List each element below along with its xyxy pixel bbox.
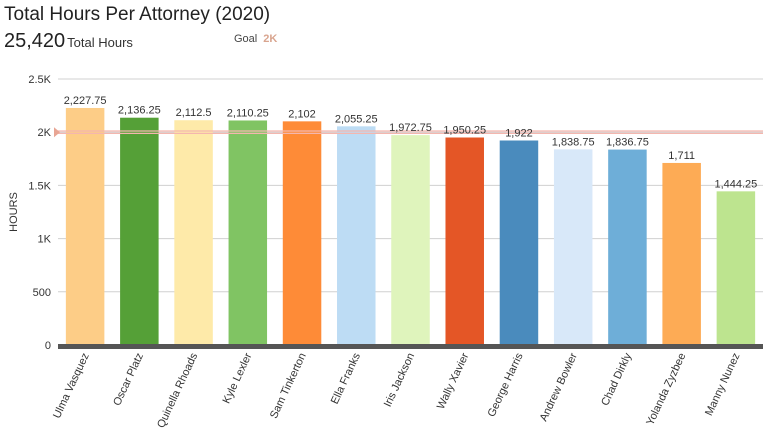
- chart-title: Total Hours Per Attorney (2020): [4, 4, 271, 25]
- bar-value-label: 1,836.75: [606, 137, 649, 149]
- bar-value-label: 2,136.25: [118, 105, 161, 117]
- goal-indicator: Goal 2K: [234, 33, 277, 45]
- x-axis-baseline: [58, 344, 763, 349]
- y-tick-label: 500: [33, 287, 51, 299]
- bar[interactable]: [553, 149, 593, 345]
- x-tick-label: Chad Dirkly: [599, 351, 634, 408]
- bar[interactable]: [282, 121, 322, 345]
- x-tick-label: Ella Franks: [329, 351, 363, 406]
- y-tick-label: 2.5K: [28, 74, 51, 86]
- goal-value: 2K: [263, 33, 278, 45]
- y-tick-label: 1.5K: [28, 180, 51, 192]
- total-hours-kpi: 25,420 Total Hours: [4, 30, 133, 53]
- bar[interactable]: [337, 126, 376, 345]
- x-tick-label: Manny Nunez: [703, 351, 743, 418]
- bar[interactable]: [65, 107, 105, 345]
- total-hours-label: Total Hours: [67, 35, 133, 50]
- y-tick-label: 1K: [38, 234, 52, 246]
- bar-value-label: 2,112.5: [176, 107, 212, 119]
- x-tick-label: Andrew Bowler: [538, 351, 580, 423]
- x-tick-label: George Harris: [486, 351, 526, 419]
- x-tick-label: Kyle Lexler: [221, 351, 255, 406]
- goal-marker: [54, 127, 60, 138]
- bars: [65, 107, 756, 346]
- bar[interactable]: [120, 117, 159, 345]
- bar-value-labels: 2,227.75 2,136.25 2,112.5 2,110.25 2,102 2,05…: [64, 95, 758, 190]
- bar-value-label: 1,711: [668, 150, 695, 162]
- y-axis-title: HOURS: [8, 192, 20, 232]
- bar-value-label: 1,950.25: [443, 124, 486, 136]
- bar-value-label: 1,972.75: [389, 122, 432, 134]
- goal-line-group: [54, 127, 763, 138]
- x-tick-label: Sam Tinkerton: [268, 351, 309, 420]
- bar[interactable]: [499, 140, 539, 345]
- x-tick-label: Ulma Vasquez: [51, 351, 92, 420]
- x-tick-label: Quinella Rhoads: [155, 351, 200, 430]
- bar-value-label: 2,055.25: [335, 113, 378, 125]
- bar[interactable]: [662, 162, 701, 345]
- x-tick-label: Yolanda Zyzbee: [644, 351, 688, 427]
- goal-label: Goal: [234, 33, 258, 45]
- bar[interactable]: [445, 137, 484, 345]
- bar[interactable]: [716, 191, 756, 345]
- bar-value-label: 2,102: [288, 108, 316, 120]
- bar-value-label: 1,922: [505, 127, 533, 139]
- y-tick-label: 2K: [38, 127, 52, 139]
- bar[interactable]: [174, 120, 213, 345]
- x-tick-label: Oscar Platz: [111, 351, 146, 408]
- total-hours-value: 25,420: [4, 30, 66, 52]
- bar-value-label: 1,838.75: [552, 136, 595, 148]
- bar-value-label: 2,227.75: [64, 95, 107, 107]
- bar[interactable]: [608, 149, 647, 345]
- bar-value-label: 2,110.25: [227, 107, 269, 119]
- x-tick-label: Wally Xavier: [435, 351, 472, 411]
- bar-value-label: 1,444.25: [714, 178, 757, 190]
- bar[interactable]: [228, 120, 268, 346]
- bar[interactable]: [391, 135, 430, 345]
- x-tick-label: Iris Jackson: [382, 351, 417, 409]
- y-tick-label: 0: [45, 340, 51, 352]
